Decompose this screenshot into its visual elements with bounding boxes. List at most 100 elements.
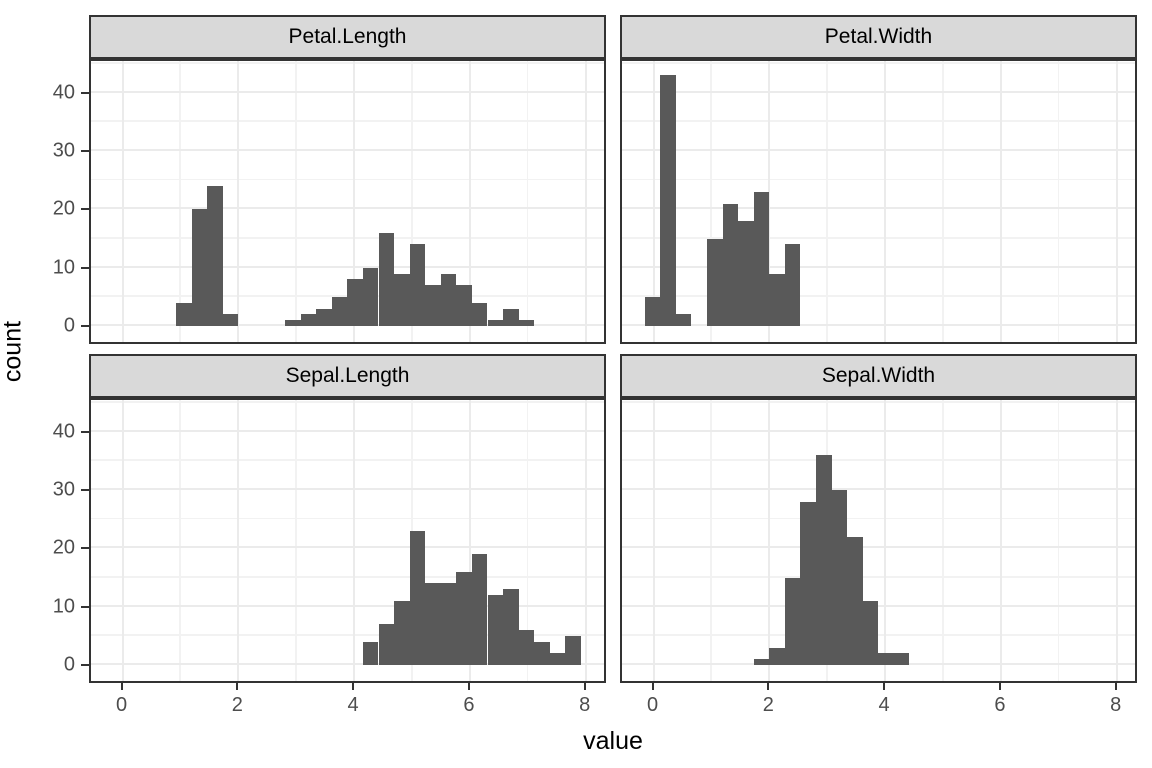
histogram-bar: [769, 647, 785, 665]
x-tick-label: 0: [646, 694, 659, 716]
histogram-bar: [440, 273, 457, 326]
y-axis-tick: [81, 91, 89, 94]
histogram-bar: [644, 296, 661, 326]
histogram-bar: [738, 221, 754, 326]
gridline-major-v: [468, 400, 471, 681]
gridline-minor-h: [91, 517, 604, 520]
histogram-bar: [222, 314, 239, 326]
histogram-bar: [347, 279, 363, 326]
y-tick-label: 20: [52, 536, 75, 559]
y-tick-label: 40: [52, 81, 75, 104]
gridline-major-h: [622, 324, 1135, 326]
facet-strip: Sepal.Width: [620, 354, 1137, 398]
gridline-minor-h: [91, 459, 604, 461]
gridline-major-v: [652, 61, 655, 342]
x-tick-label: 2: [762, 694, 774, 716]
gridline-minor-h: [91, 401, 604, 403]
histogram-bar: [456, 571, 472, 665]
histogram-bar: [331, 296, 348, 326]
gridline-major-v: [584, 61, 587, 342]
gridline-major-h: [622, 604, 1135, 607]
gridline-minor-v: [942, 400, 944, 681]
y-axis-title: count: [0, 320, 27, 383]
histogram-bar: [300, 314, 317, 326]
facet-petal-width: Petal.Width: [620, 15, 1137, 344]
gridline-minor-h: [622, 459, 1135, 461]
facet-strip-label: Sepal.Length: [285, 364, 410, 387]
gridline-major-v: [468, 61, 471, 342]
histogram-bar: [534, 641, 550, 665]
gridline-major-v: [1115, 61, 1118, 342]
y-tick-label: 0: [63, 653, 75, 676]
gridline-minor-v: [710, 400, 712, 681]
gridline-major-v: [353, 61, 356, 342]
x-axis-tick: [1114, 683, 1117, 690]
facet-panel: [89, 398, 606, 683]
gridline-major-v: [237, 61, 240, 342]
gridline-minor-v: [179, 400, 181, 681]
histogram-bar: [425, 583, 441, 665]
histogram-bar: [722, 203, 739, 326]
gridline-minor-h: [622, 576, 1135, 578]
histogram-bar: [394, 273, 410, 326]
histogram-bar: [549, 653, 566, 665]
x-tick-label: 8: [1110, 694, 1122, 716]
gridline-minor-v: [1057, 400, 1060, 681]
histogram-bar: [503, 308, 519, 326]
histogram-bar: [784, 577, 801, 665]
gridline-minor-h: [91, 576, 604, 578]
facet-petal-length: Petal.Length: [89, 15, 606, 344]
histogram-bar: [191, 209, 208, 326]
histogram-bar: [207, 186, 223, 326]
gridline-minor-h: [91, 120, 604, 122]
facet-strip: Sepal.Length: [89, 354, 606, 398]
y-tick-label: 10: [52, 595, 75, 618]
gridline-major-h: [91, 265, 604, 268]
gridline-major-h: [91, 488, 604, 491]
x-axis-tick: [352, 683, 355, 690]
histogram-bar: [362, 267, 379, 326]
y-tick-label: 30: [52, 478, 75, 501]
histogram-bar: [800, 501, 816, 665]
x-axis-tick: [583, 683, 586, 690]
facet-sepal-width: Sepal.Width: [620, 354, 1137, 683]
facet-panel: [89, 59, 606, 344]
gridline-major-v: [884, 61, 887, 342]
histogram-bar: [316, 308, 332, 326]
y-axis-tick: [81, 266, 89, 269]
gridline-major-v: [768, 61, 771, 342]
gridline-major-v: [999, 61, 1002, 342]
histogram-bar: [518, 320, 535, 326]
gridline-major-h: [622, 149, 1135, 152]
histogram-bar: [753, 191, 770, 326]
gridline-minor-v: [295, 61, 297, 342]
gridline-major-h: [622, 546, 1135, 549]
histogram-bar: [878, 653, 894, 665]
histogram-bar: [893, 653, 910, 665]
x-axis-tick: [651, 683, 654, 690]
gridline-major-h: [91, 429, 604, 432]
x-axis-tick: [998, 683, 1001, 690]
gridline-major-v: [884, 400, 887, 681]
x-axis-tick: [767, 683, 770, 690]
gridline-minor-v: [942, 61, 944, 342]
y-axis-tick: [81, 208, 89, 211]
histogram-bar: [394, 600, 410, 665]
gridline-major-v: [353, 400, 356, 681]
gridline-major-h: [622, 488, 1135, 491]
x-axis-tick: [120, 683, 123, 690]
histogram-bar: [675, 314, 692, 326]
gridline-minor-h: [91, 634, 604, 636]
histogram-bar: [409, 530, 426, 665]
x-axis-title: value: [583, 727, 643, 755]
gridline-minor-v: [526, 400, 529, 681]
histogram-bar: [784, 244, 801, 326]
x-tick-label: 2: [231, 694, 243, 716]
x-tick-label: 4: [878, 694, 890, 716]
gridline-minor-h: [622, 62, 1135, 64]
gridline-major-v: [237, 400, 240, 681]
gridline-major-v: [768, 400, 771, 681]
gridline-major-v: [121, 400, 124, 681]
x-tick-label: 6: [994, 694, 1006, 716]
